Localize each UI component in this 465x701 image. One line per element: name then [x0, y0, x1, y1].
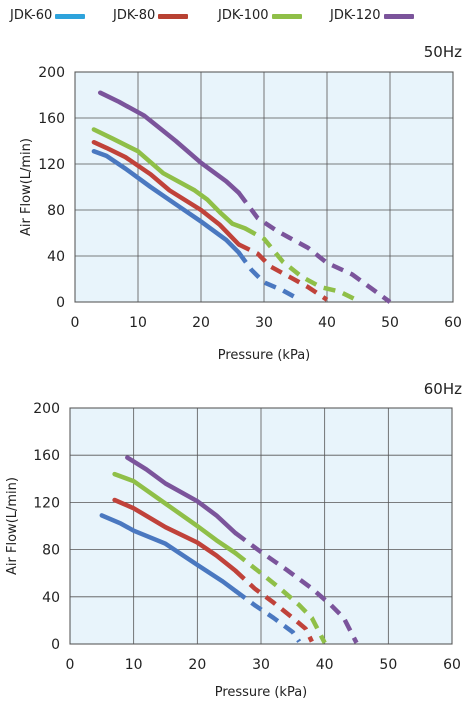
chart-50hz: 0 40 80 120 160 200 0 10 20 30 40 50 60 50Hz Pressure …: [19, 43, 462, 363]
x-tick-label: 40: [316, 657, 334, 673]
series-jdk-120-solid: [125, 455, 238, 536]
series-jdk-100-dashed: [244, 226, 360, 303]
legend-label: JDK-120: [330, 8, 381, 23]
x-tick-label: 40: [318, 315, 336, 331]
y-tick-label: 0: [51, 637, 60, 653]
x-tick-label: 50: [379, 657, 397, 673]
x-tick-label: 60: [444, 315, 462, 331]
series-jdk-60-solid: [91, 149, 242, 255]
legend-swatch: [55, 13, 86, 19]
series-jdk-120-solid: [97, 90, 242, 196]
y-tick-label: 160: [33, 448, 60, 464]
x-axis-label: Pressure (kPa): [218, 348, 311, 363]
legend-label: JDK-60: [10, 8, 53, 23]
series-jdk-60-solid: [99, 513, 238, 594]
y-tick-label: 200: [38, 65, 65, 81]
legend-swatch: [158, 13, 189, 19]
series-jdk-80-solid: [112, 497, 238, 574]
x-tick-label: 30: [255, 315, 273, 331]
chart-title: 50Hz: [424, 43, 462, 61]
y-tick-label: 80: [42, 543, 60, 559]
legend-swatch: [271, 13, 302, 19]
y-tick-label: 200: [33, 401, 60, 417]
series-jdk-120-dashed: [234, 531, 359, 644]
x-tick-label: 0: [66, 657, 75, 673]
series-jdk-60-dashed: [236, 251, 297, 300]
legend-item-jdk-80: JDK-80: [113, 7, 189, 25]
y-tick-label: 0: [56, 295, 65, 311]
legend: JDK-60 JDK-80 JDK-100 JDK-120: [0, 0, 465, 30]
y-tick-label: 80: [47, 203, 65, 219]
x-tick-label: 10: [129, 315, 147, 331]
chart-60hz: 0 40 80 120 160 200 0 10 20 30 40 50 60 60Hz Pressure …: [5, 380, 462, 700]
series-jdk-120-dashed: [236, 191, 392, 304]
legend-swatch: [383, 13, 414, 19]
series-jdk-80-dashed: [233, 569, 314, 643]
legend-item-jdk-60: JDK-60: [10, 7, 86, 25]
y-axis-label: Air Flow(L/min): [5, 477, 20, 575]
legend-label: JDK-100: [218, 8, 269, 23]
y-tick-label: 40: [42, 590, 60, 606]
series-jdk-80-dashed: [237, 242, 329, 302]
x-axis-label: Pressure (kPa): [215, 685, 308, 700]
series-jdk-100-solid: [91, 127, 248, 231]
x-tick-label: 50: [381, 315, 399, 331]
y-tick-label: 160: [38, 111, 65, 127]
legend-label: JDK-80: [113, 8, 156, 23]
y-tick-label: 120: [38, 157, 65, 173]
legend-item-jdk-120: JDK-120: [330, 7, 414, 25]
legend-item-jdk-100: JDK-100: [218, 7, 302, 25]
y-axis-label: Air Flow(L/min): [19, 138, 34, 236]
x-tick-label: 10: [125, 657, 143, 673]
x-tick-label: 0: [71, 315, 80, 331]
series-jdk-80-solid: [91, 139, 242, 247]
x-tick-label: 30: [252, 657, 270, 673]
series-jdk-100-solid: [112, 471, 238, 556]
y-tick-label: 120: [33, 495, 60, 511]
y-tick-label: 40: [47, 249, 65, 265]
x-tick-label: 20: [188, 657, 206, 673]
series-jdk-100-dashed: [234, 551, 327, 644]
x-tick-label: 20: [192, 315, 210, 331]
chart-title: 60Hz: [424, 380, 462, 398]
x-tick-label: 60: [443, 657, 461, 673]
series-jdk-60-dashed: [234, 589, 302, 643]
